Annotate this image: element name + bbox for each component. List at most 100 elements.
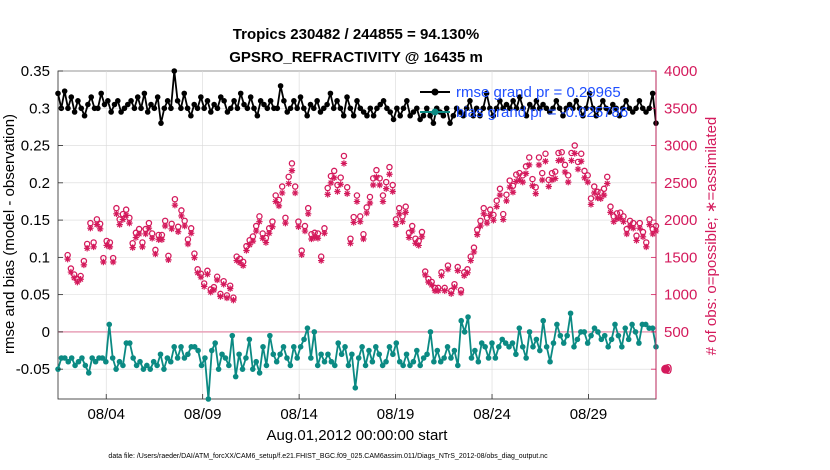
assimilated-obs-point	[431, 287, 439, 294]
assimilated-obs-point	[360, 235, 367, 243]
assimilated-obs-point	[451, 283, 458, 291]
y-right-tick-label: 4000	[664, 63, 697, 80]
assimilated-obs-point	[379, 198, 387, 205]
rmse-point	[447, 120, 453, 126]
assimilated-obs-point	[496, 191, 504, 199]
assimilated-obs-point	[529, 182, 536, 189]
rmse-point	[304, 112, 310, 119]
rmse-point	[417, 116, 423, 123]
bias-point	[451, 347, 458, 354]
possible-obs-point	[386, 163, 393, 171]
x-tick-label: 08/04	[87, 406, 125, 423]
bias-point	[550, 340, 557, 346]
possible-obs-point	[87, 219, 94, 227]
bias-point	[543, 344, 550, 350]
assimilated-obs-point	[438, 272, 445, 279]
assimilated-obs-point	[548, 176, 556, 184]
bias-point	[349, 351, 355, 358]
assimilated-obs-point	[295, 223, 302, 230]
assimilated-obs-point	[272, 198, 279, 205]
assimilated-obs-point	[552, 175, 559, 182]
rmse-point	[603, 105, 609, 112]
bias-point	[434, 347, 441, 354]
rmse-point	[523, 112, 530, 119]
bias-point	[557, 332, 564, 339]
possible-obs-point	[178, 207, 185, 214]
rmse-point	[350, 112, 357, 119]
rmse-point	[224, 109, 231, 115]
y-left-tick-label: 0.15	[21, 212, 50, 229]
rmse-point	[324, 101, 330, 108]
assimilated-obs-point	[223, 294, 231, 302]
assimilated-obs-point	[461, 272, 468, 279]
rmse-point	[131, 105, 138, 112]
assimilated-obs-point	[597, 195, 604, 202]
rmse-point	[297, 94, 304, 100]
rmse-point	[264, 105, 271, 112]
rmse-point	[68, 94, 75, 100]
rmse-point	[593, 112, 599, 119]
rmse-point	[95, 105, 101, 112]
rmse-point	[111, 101, 118, 108]
rmse-point	[390, 116, 397, 123]
rmse-point	[646, 105, 653, 112]
assimilated-obs-point	[236, 259, 244, 266]
assimilated-obs-point	[220, 281, 227, 288]
assimilated-obs-point	[561, 168, 569, 176]
assimilated-obs-point	[109, 258, 117, 266]
possible-obs-point	[327, 172, 335, 180]
rmse-point	[164, 98, 171, 104]
assimilated-obs-point	[83, 245, 91, 252]
bias-point	[133, 362, 140, 369]
rmse-point	[181, 90, 188, 97]
bias-point	[113, 366, 119, 372]
rmse-point	[337, 105, 344, 112]
bias-point	[161, 366, 167, 372]
assimilated-obs-point	[298, 251, 305, 259]
possible-obs-point	[126, 214, 133, 222]
assimilated-obs-point	[317, 257, 325, 264]
assimilated-obs-point	[90, 243, 97, 251]
rmse-point	[576, 105, 583, 112]
assimilated-obs-point	[77, 276, 84, 283]
assimilated-obs-point	[230, 296, 237, 304]
rmse-point	[556, 105, 563, 112]
bias-point	[458, 317, 465, 324]
bias-point	[345, 362, 352, 369]
assimilated-obs-point	[126, 219, 133, 227]
bias-point	[366, 347, 372, 354]
bias-point	[431, 358, 437, 365]
assimilated-obs-point	[70, 274, 78, 282]
assimilated-obs-point	[630, 224, 637, 232]
bias-point	[530, 344, 536, 350]
y-axis-label-left: rmse and bias (model - observation)	[1, 114, 18, 354]
rmse-point	[201, 105, 207, 112]
assimilated-obs-point	[643, 243, 650, 251]
y-left-tick-label: 0.35	[21, 63, 50, 80]
bias-point	[424, 351, 430, 358]
bias-point	[243, 355, 249, 361]
rmse-point	[340, 112, 347, 119]
bias-point	[420, 355, 427, 361]
bias-point	[229, 332, 236, 339]
bias-point	[181, 355, 188, 361]
assimilated-obs-point	[532, 190, 539, 197]
assimilated-obs-point	[321, 230, 328, 237]
assimilated-obs-point	[448, 290, 455, 297]
rmse-point	[397, 112, 403, 119]
rmse-point	[636, 98, 643, 104]
rmse-point	[400, 105, 407, 112]
possible-obs-point	[571, 142, 578, 149]
bias-point	[417, 362, 424, 369]
rmse-point	[380, 98, 387, 104]
bias-point	[574, 336, 581, 343]
bias-point	[222, 355, 229, 361]
bias-point	[304, 325, 311, 331]
bias-point	[390, 351, 396, 358]
assimilated-obs-point	[265, 230, 273, 237]
possible-obs-point	[285, 173, 292, 181]
possible-obs-point	[122, 206, 130, 213]
bias-point	[513, 351, 519, 358]
assimilated-obs-point	[649, 230, 656, 238]
